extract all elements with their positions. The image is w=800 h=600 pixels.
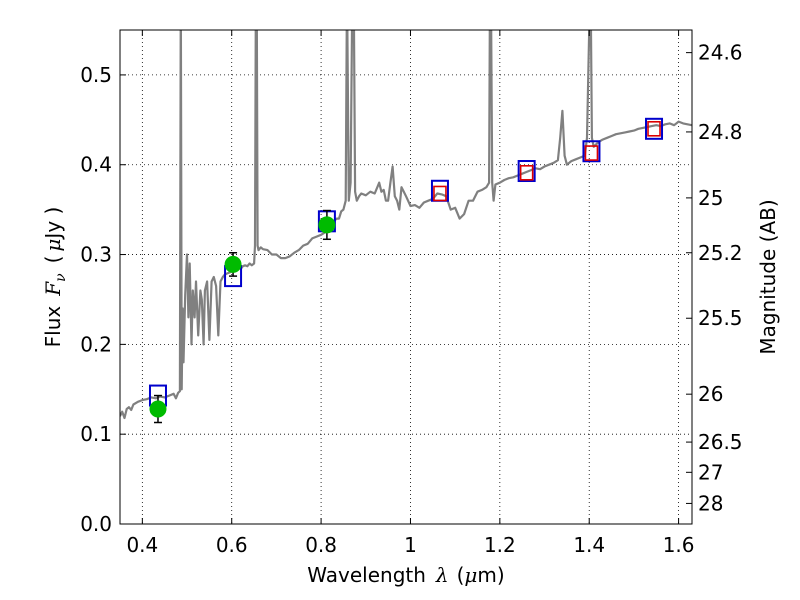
model-flux-square	[517, 160, 536, 183]
model-spectrum-line	[120, 30, 692, 420]
x-tick-label: 0.6	[216, 533, 248, 557]
limit-flux-square	[647, 121, 661, 137]
limit-flux-square	[433, 185, 447, 202]
mag-tick-label: 24.6	[698, 41, 743, 65]
y2-axis-label: Magnitude (AB)	[756, 199, 780, 354]
mag-tick-label: 28	[698, 491, 723, 515]
y-axis-label: FluxFν(μJy )	[41, 207, 69, 348]
y-tick-label: 0.4	[80, 153, 112, 177]
x-tick-label: 1.4	[573, 533, 605, 557]
mag-tick-label: 26	[698, 382, 723, 406]
grid-lines	[120, 30, 692, 524]
limit-flux-square	[519, 165, 534, 181]
mag-tick-label: 24.8	[698, 120, 743, 144]
markers	[148, 117, 664, 424]
mag-tick-label: 25	[698, 186, 723, 210]
mag-tick-label: 25.2	[698, 241, 743, 265]
y-tick-label: 0.3	[80, 243, 112, 267]
plot-frame	[119, 29, 693, 525]
observed-flux-point	[224, 255, 242, 273]
model-flux-square	[645, 117, 664, 140]
y-tick-label: 0.1	[80, 422, 112, 446]
y-tick-label: 0.2	[80, 332, 112, 356]
x-tick-label: 1	[404, 533, 417, 557]
x-tick-label: 1.2	[484, 533, 516, 557]
x-tick-label: 0.8	[305, 533, 337, 557]
plot-area	[120, 30, 692, 420]
y-tick-label: 0.5	[80, 63, 112, 87]
x-tick-label: 1.6	[663, 533, 695, 557]
mag-tick-label: 25.5	[698, 306, 743, 330]
observed-flux-point	[149, 400, 167, 418]
limit-flux-square	[584, 145, 599, 161]
mag-tick-label: 27	[698, 460, 723, 484]
y-tick-label: 0.0	[80, 512, 112, 536]
ticks: 0.4 0.6 0.8 1 1.2 1.4 1.6 0.0 0.1 0.2 0.3 0.4 0.5 24.…	[80, 30, 743, 557]
mag-tick-label: 26.5	[698, 430, 743, 454]
x-axis-label: Wavelength λ (μm)	[307, 563, 504, 587]
observed-flux-point	[318, 216, 336, 234]
model-flux-square	[582, 140, 601, 163]
x-tick-label: 0.4	[126, 533, 158, 557]
